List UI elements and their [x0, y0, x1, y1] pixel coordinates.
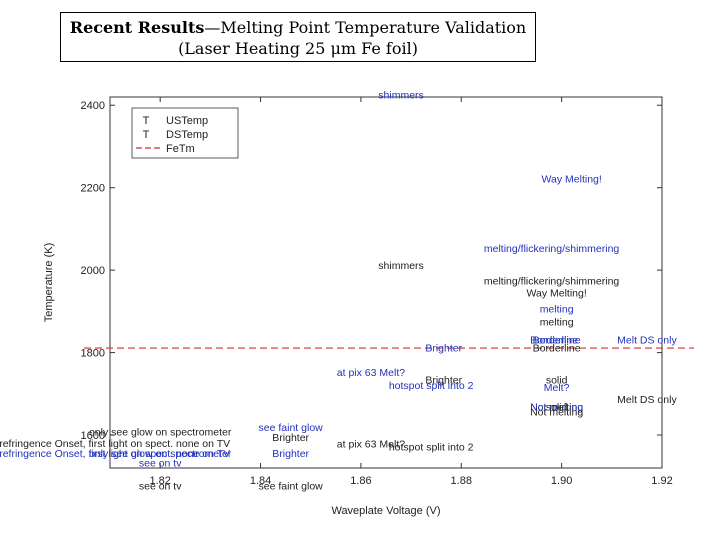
- data-point-label: see on tv: [139, 457, 182, 469]
- x-axis-label: Waveplate Voltage (V): [331, 505, 440, 517]
- data-point-label: solid: [546, 401, 568, 413]
- data-point-label: hotspot split into 2: [389, 380, 474, 392]
- x-tick-label: 1.90: [551, 475, 572, 487]
- chart-legend: T USTemp T DSTemp FeTm: [131, 107, 239, 159]
- y-tick-label: 2400: [81, 100, 105, 112]
- data-point-label: Melt DS only: [617, 335, 677, 347]
- data-point-label: Melt?: [544, 382, 570, 394]
- legend-label: FeTm: [166, 143, 195, 155]
- data-point-label: see faint glow: [259, 480, 324, 492]
- data-point-label: shimmers: [378, 90, 424, 102]
- y-tick-label: 2000: [81, 265, 105, 277]
- legend-label: DSTemp: [166, 129, 208, 141]
- data-point-label: solid: [546, 374, 568, 386]
- data-point-label: Borderline: [533, 342, 581, 354]
- x-tick-label: 1.84: [250, 475, 271, 487]
- slide-subtitle: (Laser Heating 25 μm Fe foil): [178, 39, 418, 58]
- data-point-label: only see glow on spectrometer: [89, 426, 232, 438]
- data-point-label: melting/flickering/shimmering: [484, 276, 620, 288]
- data-point-label: melting: [540, 316, 574, 328]
- x-tick-label: 1.86: [350, 475, 371, 487]
- data-point-label: only see glow on spectrometer: [89, 448, 232, 460]
- series-dstemp: shimmers melting/flickering/shimmeringWay…: [0, 260, 677, 493]
- data-point-label: Brighter: [272, 432, 309, 444]
- data-point-label: Birefringence Onset, first light on spec…: [0, 438, 230, 450]
- data-point-label: melting/flickering/shimmering: [484, 243, 620, 255]
- data-point-label: Melt DS only: [617, 394, 677, 406]
- data-point-label: Not melting: [530, 402, 583, 414]
- slide-title-bold: Recent Results: [69, 18, 205, 37]
- x-tick-label: 1.92: [651, 475, 672, 487]
- data-point-label: Brighter: [272, 448, 309, 460]
- x-tick-label: 1.82: [149, 475, 170, 487]
- legend-marker: T: [143, 129, 150, 141]
- plot-frame: [109, 96, 663, 469]
- data-point-label: Brighter: [425, 342, 462, 354]
- data-point-label: at pix 63 Melt?: [337, 438, 405, 450]
- data-point-label: Borderline: [530, 335, 578, 347]
- data-point-label: Way Melting!: [542, 174, 602, 186]
- data-point-label: Not melting: [530, 402, 583, 414]
- slide-title: Recent Results—Melting Point Temperature…: [61, 17, 535, 38]
- data-point-label: melting: [540, 304, 574, 316]
- x-tick-label: 1.88: [451, 475, 472, 487]
- legend-label: USTemp: [166, 115, 208, 127]
- data-point-label: Not melting: [530, 407, 583, 419]
- legend-box: [131, 107, 239, 159]
- data-point-label: Brighter: [425, 374, 462, 386]
- slide-title-box: Recent Results—Melting Point Temperature…: [60, 12, 536, 62]
- y-tick-label: 1800: [81, 348, 105, 360]
- data-point-label: hotspot split into 2: [389, 442, 474, 454]
- chart-axes: 1.82 1.84 1.86 1.88 1.90 1.92 1600 1800 2000 2200…: [81, 96, 673, 487]
- data-point-label: see on tv: [139, 480, 182, 492]
- data-point-label: Borderline: [533, 335, 581, 347]
- y-tick-label: 2200: [81, 183, 105, 195]
- data-point-label: at pix 63 Melt?: [337, 367, 405, 379]
- slide-title-rest: —Melting Point Temperature Validation: [204, 18, 527, 37]
- y-tick-label: 1600: [81, 430, 105, 442]
- data-point-label: shimmers: [378, 260, 424, 272]
- data-point-label: Birefringence Onset, first light on spec…: [0, 448, 230, 460]
- data-point-label: see faint glow: [259, 422, 324, 434]
- legend-marker: T: [143, 115, 150, 127]
- data-point-label: Way Melting!: [526, 288, 586, 300]
- y-axis-label: Temperature (K): [43, 243, 55, 322]
